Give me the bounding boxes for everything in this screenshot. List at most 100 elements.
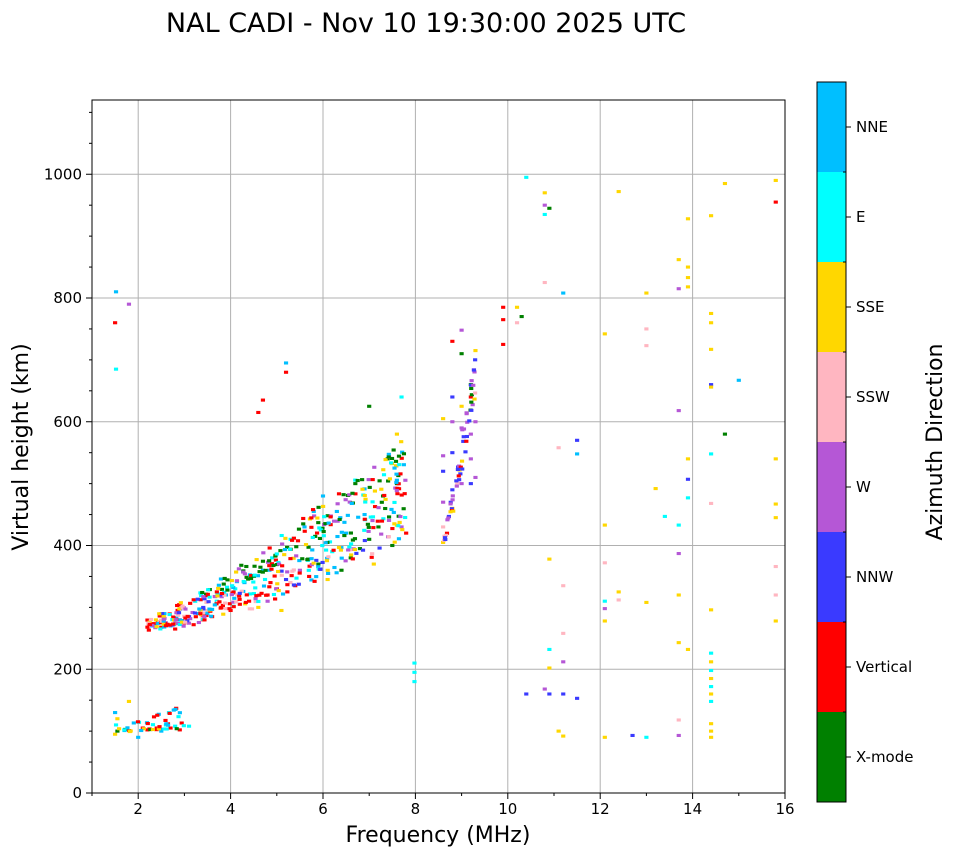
trace-echo bbox=[396, 537, 402, 541]
x-tick-label: 12 bbox=[591, 800, 610, 818]
trace-echo bbox=[242, 572, 247, 576]
trace-echo bbox=[135, 720, 141, 724]
echo-point bbox=[320, 494, 326, 498]
trace-echo bbox=[327, 540, 333, 544]
trace-echo bbox=[346, 548, 351, 552]
trace-echo bbox=[234, 579, 240, 583]
trace-echo bbox=[366, 478, 371, 482]
trace-echo bbox=[472, 397, 477, 401]
trace-echo bbox=[461, 435, 466, 439]
trace-echo bbox=[254, 594, 259, 598]
trace-echo bbox=[179, 618, 185, 623]
echo-point bbox=[399, 525, 404, 529]
trace-echo bbox=[260, 570, 265, 574]
trace-echo bbox=[180, 620, 185, 624]
trace-echo bbox=[200, 611, 206, 615]
trace-echo bbox=[275, 582, 280, 586]
echo-point bbox=[709, 660, 714, 664]
trace-echo bbox=[256, 599, 261, 604]
echo-point bbox=[450, 420, 455, 424]
trace-echo bbox=[291, 536, 296, 540]
trace-echo bbox=[451, 509, 456, 513]
trace-echo bbox=[186, 621, 192, 625]
echo-point bbox=[334, 509, 339, 514]
trace-echo bbox=[400, 528, 405, 532]
trace-echo bbox=[161, 619, 166, 623]
trace-echo bbox=[167, 612, 172, 617]
trace-echo bbox=[338, 516, 343, 520]
trace-echo bbox=[300, 557, 305, 561]
echo-point bbox=[228, 608, 233, 613]
trace-echo bbox=[324, 548, 329, 552]
x-tick-label: 16 bbox=[775, 800, 794, 818]
trace-echo bbox=[234, 570, 239, 574]
trace-echo bbox=[207, 595, 212, 599]
trace-echo bbox=[161, 617, 166, 621]
echo-point bbox=[685, 477, 691, 481]
trace-echo bbox=[227, 602, 232, 606]
trace-echo bbox=[350, 557, 355, 561]
echo-point bbox=[644, 291, 649, 295]
trace-echo bbox=[312, 579, 317, 583]
trace-echo bbox=[279, 569, 284, 573]
trace-echo bbox=[338, 548, 343, 552]
trace-echo bbox=[231, 605, 236, 609]
echo-point bbox=[357, 547, 363, 551]
trace-echo bbox=[162, 612, 167, 616]
colorbar-segment bbox=[817, 352, 846, 442]
trace-echo bbox=[316, 565, 321, 569]
trace-echo bbox=[366, 525, 371, 529]
trace-echo bbox=[461, 427, 467, 431]
trace-echo bbox=[469, 393, 474, 397]
echo-point bbox=[773, 457, 778, 461]
trace-echo bbox=[157, 614, 162, 618]
trace-echo bbox=[261, 584, 267, 588]
x-axis-label: Frequency (MHz) bbox=[346, 823, 531, 848]
trace-echo bbox=[288, 557, 293, 561]
trace-echo bbox=[177, 618, 182, 622]
echo-point bbox=[556, 446, 561, 450]
echo-point bbox=[653, 487, 658, 491]
trace-echo bbox=[325, 514, 330, 518]
trace-echo bbox=[291, 556, 296, 560]
trace-echo bbox=[320, 526, 325, 530]
echo-point bbox=[367, 537, 372, 541]
trace-echo bbox=[306, 568, 311, 572]
trace-echo bbox=[328, 523, 333, 527]
echo-point bbox=[542, 212, 547, 217]
echo-point bbox=[676, 718, 681, 722]
trace-echo bbox=[343, 559, 348, 563]
colorbar-tick-label: Vertical bbox=[856, 658, 912, 676]
trace-echo bbox=[467, 419, 472, 423]
trace-echo bbox=[283, 536, 288, 540]
trace-echo bbox=[443, 537, 448, 542]
trace-echo bbox=[167, 623, 172, 627]
trace-echo bbox=[158, 627, 163, 631]
colorbar-frame bbox=[816, 81, 847, 803]
echo-point bbox=[371, 562, 376, 566]
trace-echo bbox=[239, 563, 244, 567]
trace-echo bbox=[370, 515, 376, 519]
trace-echo bbox=[326, 571, 331, 576]
trace-echo bbox=[271, 563, 276, 568]
y-axis-label: Virtual height (km) bbox=[9, 343, 34, 550]
echo-point bbox=[709, 699, 714, 703]
trace-echo bbox=[448, 500, 453, 504]
echo-point bbox=[367, 404, 372, 408]
echo-point bbox=[450, 451, 455, 455]
echo-point bbox=[302, 525, 307, 529]
trace-echo bbox=[386, 518, 392, 522]
trace-echo bbox=[268, 581, 273, 585]
trace-echo bbox=[383, 506, 388, 511]
trace-echo bbox=[320, 543, 325, 548]
trace-echo bbox=[148, 617, 153, 622]
trace-echo bbox=[146, 628, 151, 632]
trace-echo bbox=[348, 548, 353, 552]
echo-point bbox=[602, 599, 607, 603]
echo-point bbox=[247, 599, 252, 603]
echo-point bbox=[644, 344, 649, 348]
trace-echo bbox=[360, 548, 366, 552]
trace-echo bbox=[315, 516, 320, 520]
trace-echo bbox=[291, 583, 296, 587]
trace-echo bbox=[171, 708, 176, 712]
